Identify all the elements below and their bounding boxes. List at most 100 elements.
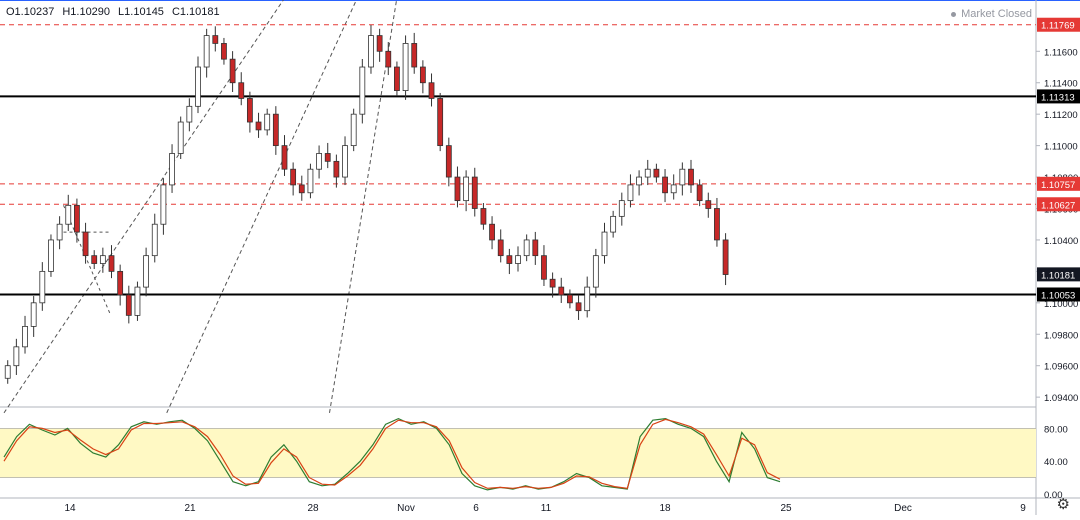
status-dot-icon xyxy=(951,12,956,17)
candle-up xyxy=(204,36,209,67)
candle-down xyxy=(291,169,296,185)
price-level-tag-label: 1.11313 xyxy=(1041,92,1075,103)
candle-up xyxy=(170,153,175,184)
candle-down xyxy=(273,114,278,145)
candle-down xyxy=(663,177,668,193)
candle-down xyxy=(550,279,555,287)
candle-down xyxy=(412,43,417,67)
stochastic-band xyxy=(0,428,1036,477)
candle-up xyxy=(48,240,53,271)
candle-down xyxy=(576,303,581,311)
candle-up xyxy=(317,153,322,169)
price-tick-label: 1.09600 xyxy=(1044,362,1078,373)
candle-down xyxy=(438,98,443,145)
candle-down xyxy=(83,232,88,256)
candle-up xyxy=(152,224,157,255)
candle-up xyxy=(464,177,469,201)
candle-down xyxy=(420,67,425,83)
price-tick-label: 1.11000 xyxy=(1044,142,1078,153)
candle-down xyxy=(221,43,226,59)
candle-up xyxy=(585,287,590,311)
window-top-border xyxy=(0,0,1080,1)
candle-down xyxy=(429,83,434,99)
candle-down xyxy=(507,256,512,264)
price-tick-label: 1.11400 xyxy=(1044,79,1078,90)
candle-up xyxy=(619,201,624,217)
time-tick-label: Nov xyxy=(397,503,415,514)
candle-up xyxy=(144,256,149,287)
price-level-tag-label: 1.11769 xyxy=(1041,21,1075,32)
candle-up xyxy=(308,169,313,193)
candle-down xyxy=(386,51,391,67)
candle-down xyxy=(723,240,728,275)
time-tick-label: 6 xyxy=(473,503,479,514)
price-level-tag-label: 1.10757 xyxy=(1041,180,1075,191)
candle-up xyxy=(161,185,166,224)
candle-down xyxy=(559,287,564,295)
candle-up xyxy=(628,185,633,201)
candle-down xyxy=(481,209,486,225)
candle-down xyxy=(394,67,399,91)
gear-icon[interactable]: ⚙ xyxy=(1057,497,1070,513)
candle-up xyxy=(524,240,529,256)
time-tick-label: 28 xyxy=(307,503,319,514)
candle-down xyxy=(490,224,495,240)
candle-down xyxy=(688,169,693,185)
candle-down xyxy=(567,295,572,303)
candle-up xyxy=(135,287,140,315)
close-value: C1.10181 xyxy=(172,6,220,18)
candle-up xyxy=(195,67,200,106)
high-value: H1.10290 xyxy=(62,6,110,18)
time-tick-label: 18 xyxy=(659,503,671,514)
time-tick-label: 11 xyxy=(541,503,552,514)
candle-down xyxy=(213,36,218,44)
candle-up xyxy=(343,146,348,177)
candle-down xyxy=(325,153,330,161)
candle-up xyxy=(265,114,270,130)
price-level-tag-label: 1.10627 xyxy=(1041,200,1075,211)
candle-down xyxy=(541,256,546,280)
candle-up xyxy=(368,36,373,67)
trend-channel-line xyxy=(4,0,296,413)
candle-down xyxy=(697,185,702,201)
candle-down xyxy=(239,83,244,99)
candle-up xyxy=(611,216,616,232)
candle-down xyxy=(92,256,97,264)
time-tick-label: 25 xyxy=(780,503,792,514)
candle-down xyxy=(446,146,451,177)
candle-up xyxy=(23,326,28,346)
trend-channel-line xyxy=(167,0,366,413)
price-level-tag-label: 1.10181 xyxy=(1041,270,1075,281)
candle-down xyxy=(334,161,339,177)
candle-down xyxy=(256,122,261,130)
candle-down xyxy=(498,240,503,256)
candle-down xyxy=(533,240,538,256)
candle-up xyxy=(602,232,607,256)
stochastic-tick-label: 80.00 xyxy=(1044,424,1068,435)
candle-down xyxy=(247,98,252,122)
candle-down xyxy=(74,205,79,232)
candle-down xyxy=(706,201,711,209)
candle-down xyxy=(118,271,123,295)
time-tick-label: 21 xyxy=(184,503,196,514)
price-tick-label: 1.09800 xyxy=(1044,330,1078,341)
time-tick-label: 14 xyxy=(64,503,76,514)
price-tick-label: 1.11600 xyxy=(1044,47,1078,58)
market-status: Market Closed xyxy=(951,8,1032,20)
candle-down xyxy=(282,146,287,170)
candle-up xyxy=(14,347,19,366)
candle-down xyxy=(230,59,235,83)
candle-up xyxy=(57,224,62,240)
candle-up xyxy=(187,106,192,122)
candle-up xyxy=(671,185,676,193)
candle-up xyxy=(100,256,105,264)
candle-up xyxy=(360,67,365,114)
candle-down xyxy=(714,209,719,240)
candle-up xyxy=(637,177,642,185)
open-value: O1.10237 xyxy=(6,6,54,18)
candle-up xyxy=(645,169,650,177)
candle-down xyxy=(455,177,460,201)
